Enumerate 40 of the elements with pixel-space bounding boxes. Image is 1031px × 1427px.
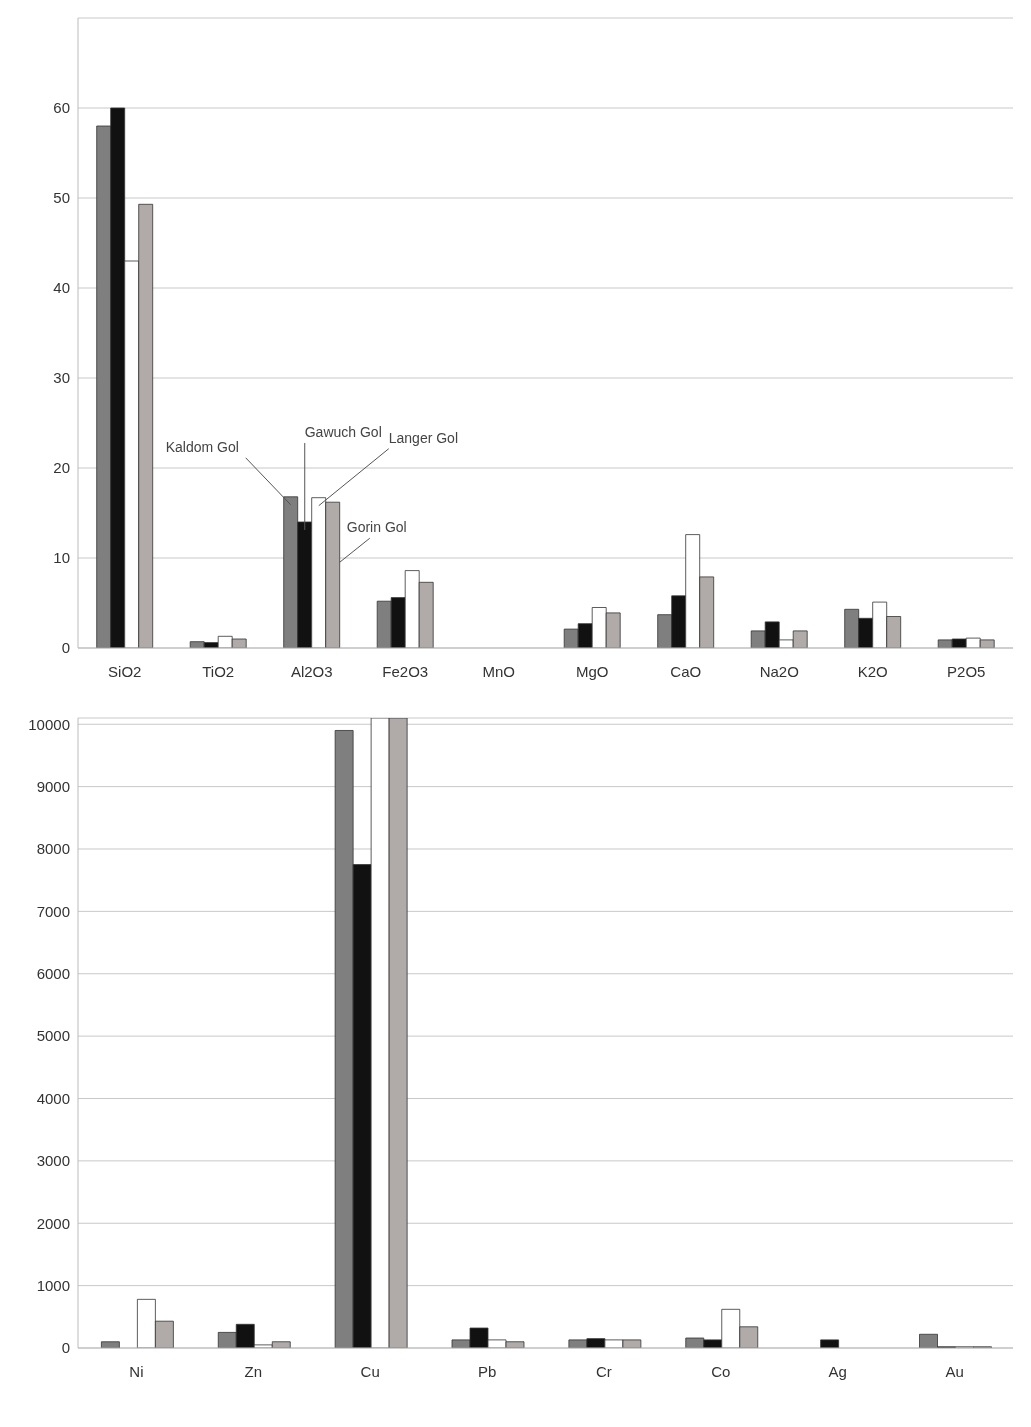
x-tick-label: Ag bbox=[828, 1362, 847, 1380]
y-tick-label: 0 bbox=[61, 639, 70, 657]
x-tick-label: MnO bbox=[482, 662, 516, 680]
x-tick-label: P2O5 bbox=[947, 662, 986, 680]
y-tick-label: 5000 bbox=[36, 1027, 70, 1045]
x-tick-label: TiO2 bbox=[202, 662, 235, 680]
x-tick-label: Au bbox=[945, 1362, 964, 1380]
text: Gawuch Gol bbox=[304, 424, 382, 440]
x-tick-label: MgO bbox=[575, 662, 609, 680]
y-tick-label: 40 bbox=[53, 279, 70, 297]
x-tick-label: Pb bbox=[477, 1362, 497, 1380]
x-tick-label: Co bbox=[711, 1362, 731, 1380]
y-tick-label: 50 bbox=[53, 189, 70, 207]
y-tick-label: 20 bbox=[53, 459, 70, 477]
y-tick-label: 10 bbox=[53, 549, 70, 567]
x-tick-label: CaO bbox=[670, 662, 702, 680]
y-tick-label: 6000 bbox=[36, 965, 70, 983]
series-label: Gorin Gol bbox=[346, 519, 407, 536]
y-tick-label: 2000 bbox=[36, 1214, 70, 1232]
x-tick-label: Cu bbox=[360, 1362, 380, 1380]
text: Langer Gol bbox=[388, 429, 459, 446]
y-tick-label: 1000 bbox=[36, 1276, 70, 1294]
x-tick-label: K2O bbox=[857, 662, 888, 680]
x-tick-label: Na2O bbox=[759, 662, 799, 680]
y-tick-label: 0 bbox=[61, 1339, 70, 1357]
y-tick-label: 9000 bbox=[36, 777, 70, 795]
x-tick-label: SiO2 bbox=[108, 662, 142, 680]
y-tick-label: 3000 bbox=[36, 1152, 70, 1170]
x-tick-label: Fe2O3 bbox=[382, 662, 429, 680]
y-tick-label: 7000 bbox=[36, 902, 70, 920]
x-tick-label: Al2O3 bbox=[290, 662, 333, 680]
y-tick-label: 30 bbox=[53, 369, 70, 387]
x-tick-label: Cr bbox=[596, 1362, 612, 1380]
x-tick-label: Zn bbox=[244, 1362, 263, 1380]
text: Kaldom Gol bbox=[165, 438, 239, 455]
y-tick-label: 8000 bbox=[36, 840, 70, 858]
y-tick-label: 60 bbox=[53, 99, 70, 117]
y-tick-label: 10000 bbox=[28, 715, 70, 733]
y-tick-label: 4000 bbox=[36, 1089, 70, 1107]
x-tick-label: Ni bbox=[129, 1362, 144, 1380]
